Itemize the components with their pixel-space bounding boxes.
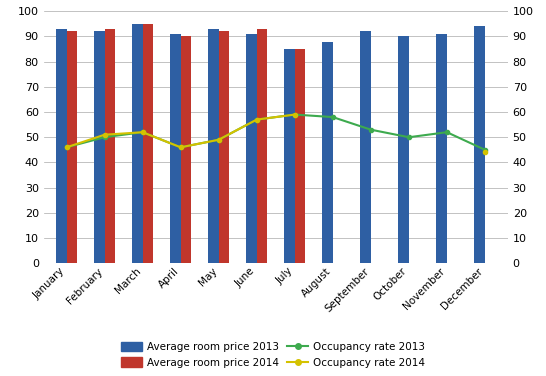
Occupancy rate 2014 — [292, 112, 298, 117]
Bar — [208, 29, 218, 263]
Bar — [474, 26, 485, 263]
Occupancy rate 2014 — [63, 145, 70, 150]
Bar — [246, 34, 257, 263]
Bar — [143, 24, 153, 263]
Legend: Average room price 2013, Average room price 2014, Occupancy rate 2013, Occupancy: Average room price 2013, Average room pr… — [118, 339, 428, 371]
Occupancy rate 2013 — [482, 148, 488, 152]
Occupancy rate 2013 — [63, 145, 70, 150]
Line: Occupancy rate 2013: Occupancy rate 2013 — [64, 112, 487, 152]
Bar — [132, 24, 143, 263]
Bar — [322, 41, 333, 263]
Bar — [170, 34, 181, 263]
Occupancy rate 2013 — [292, 112, 298, 117]
Occupancy rate 2013 — [367, 127, 374, 132]
Occupancy rate 2013 — [330, 115, 336, 119]
Occupancy rate 2014 — [139, 130, 146, 135]
Bar — [360, 32, 371, 263]
Occupancy rate 2014 — [101, 132, 108, 137]
Occupancy rate 2013 — [101, 135, 108, 139]
Bar — [257, 29, 268, 263]
Bar — [218, 32, 229, 263]
Occupancy rate 2013 — [406, 135, 412, 139]
Bar — [295, 49, 305, 263]
Occupancy rate 2013 — [215, 138, 222, 142]
Bar — [94, 32, 104, 263]
Occupancy rate 2013 — [444, 130, 450, 135]
Occupancy rate 2014 — [177, 145, 184, 150]
Bar — [398, 36, 409, 263]
Occupancy rate 2013 — [177, 145, 184, 150]
Bar — [284, 49, 295, 263]
Occupancy rate 2014 — [215, 138, 222, 142]
Bar — [104, 29, 115, 263]
Line: Occupancy rate 2014: Occupancy rate 2014 — [64, 112, 297, 149]
Bar — [67, 32, 77, 263]
Occupancy rate 2014 — [253, 117, 260, 122]
Occupancy rate 2013 — [253, 117, 260, 122]
Bar — [56, 29, 67, 263]
Bar — [436, 34, 447, 263]
Bar — [181, 36, 191, 263]
Occupancy rate 2013 — [139, 130, 146, 135]
